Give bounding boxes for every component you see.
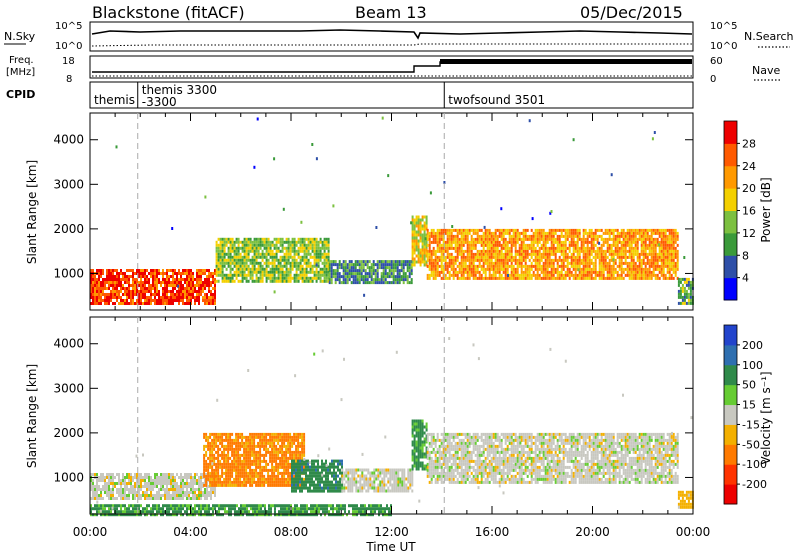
cpid-mode-label: themis <box>94 93 135 107</box>
scatter-echoes <box>115 116 686 297</box>
colorbar-tick-label: -200 <box>742 478 767 491</box>
echo-region <box>328 260 413 285</box>
colorbar-segment <box>724 444 737 465</box>
y-tick-label: 1000 <box>53 266 84 280</box>
y-tick-label: 4000 <box>53 133 84 147</box>
colorbar-segment <box>724 121 737 144</box>
date-label: 05/Dec/2015 <box>580 3 683 22</box>
colorbar-segment <box>724 255 737 279</box>
colorbar-segment <box>724 232 737 256</box>
echo-region <box>411 215 428 267</box>
noise-search-trace <box>91 43 692 47</box>
cpid-mode-label: twofsound 3501 <box>448 93 545 107</box>
colorbar-segment <box>724 188 737 211</box>
power-ylabel: Slant Range [km] <box>25 160 39 264</box>
colorbar-segment <box>724 464 737 485</box>
noise-right-tick-bottom: 10^0 <box>710 41 737 52</box>
velocity-panel: 1000 2000 3000 4000 Slant Range [km] 200 100… <box>25 316 773 517</box>
station-title: Blackstone (fitACF) <box>92 3 245 22</box>
echo-region <box>426 228 679 280</box>
freq-right-tick-top: 60 <box>710 56 723 67</box>
freq-left-tick-top: 18 <box>62 56 75 67</box>
echo-region <box>341 468 414 493</box>
velocity-ylabel: Slant Range [km] <box>25 364 39 468</box>
nave-label: Nave <box>752 64 780 77</box>
scatter-echoes <box>96 337 693 513</box>
colorbar-segment <box>724 404 737 425</box>
colorbar-tick-label: 4 <box>742 272 749 285</box>
x-tick-label: 04:00 <box>173 525 208 539</box>
colorbar-tick-label: 20 <box>742 182 756 195</box>
echo-region <box>215 237 330 283</box>
noise-sky-trace <box>91 29 693 40</box>
colorbar-tick-label: -100 <box>742 458 767 471</box>
colorbar-tick-label: 28 <box>742 137 756 150</box>
x-tick-label: 00:00 <box>73 525 108 539</box>
power-panel: 1000 2000 3000 4000 Slant Range [km] 4 8 12 16… <box>25 112 773 311</box>
colorbar-segment <box>724 143 737 167</box>
power-colorbar-label: Power [dB] <box>759 177 773 242</box>
colorbar-segment <box>724 364 737 386</box>
cpid-label: CPID <box>6 88 35 101</box>
noise-left-tick-top: 10^5 <box>55 21 82 32</box>
colorbar-tick-label: 16 <box>742 205 756 218</box>
echo-region <box>677 490 694 509</box>
x-tick-label: 08:00 <box>274 525 309 539</box>
x-tick-label: 00:00 <box>676 525 711 539</box>
colorbar-segment <box>724 384 737 406</box>
noise-right-tick-top: 10^5 <box>710 21 737 32</box>
y-tick-label: 2000 <box>53 426 84 440</box>
colorbar-tick-label: 12 <box>742 227 756 240</box>
colorbar-tick-label: -50 <box>742 438 760 451</box>
cpid-panel: CPID themis themis 3300 -3300 twofsound 350… <box>6 81 694 109</box>
colorbar-segment <box>724 424 737 445</box>
colorbar-tick-label: -15 <box>742 418 760 431</box>
colorbar-segment <box>724 344 737 366</box>
freq-left-tick-bottom: 8 <box>66 74 72 85</box>
noise-panel: N.Sky 10^5 10^0 10^5 10^0 N.Search <box>4 21 794 52</box>
noise-left-tick-bottom: 10^0 <box>55 41 82 52</box>
colorbar-tick-label: 50 <box>742 379 756 392</box>
y-tick-label: 3000 <box>53 177 84 191</box>
colorbar-tick-label: 200 <box>742 339 763 352</box>
echo-region <box>90 269 216 305</box>
echo-region <box>203 432 306 487</box>
echo-region <box>90 473 216 500</box>
echo-region <box>411 419 428 471</box>
colorbar-segment <box>724 210 737 234</box>
velocity-colorbar-label: Velocity [m s⁻¹] <box>759 371 773 464</box>
noise-right-label: N.Search <box>744 30 794 43</box>
freq-label-line2: [MHz] <box>6 67 35 78</box>
x-axis-label: Time UT <box>365 540 416 554</box>
freq-label-line1: Freq. <box>9 55 34 66</box>
echo-region <box>291 459 343 493</box>
x-tick-label: 20:00 <box>575 525 610 539</box>
colorbar-segment <box>724 484 737 505</box>
beam-label: Beam 13 <box>355 3 427 22</box>
echo-region <box>677 277 694 305</box>
freq-panel: Freq. [MHz] 18 8 60 0 Nave <box>6 55 782 85</box>
freq-right-tick-bottom: 0 <box>710 74 716 85</box>
colorbar-segment <box>724 165 737 189</box>
noise-left-label: N.Sky <box>4 30 36 43</box>
colorbar-tick-label: 15 <box>742 399 756 412</box>
colorbar-tick-label: 24 <box>742 160 756 173</box>
x-tick-label: 16:00 <box>475 525 510 539</box>
colorbar-segment <box>724 277 737 301</box>
y-tick-label: 2000 <box>53 222 84 236</box>
y-tick-label: 1000 <box>53 470 84 484</box>
colorbar-tick-label: 100 <box>742 359 763 372</box>
cpid-mode-label: themis 3300 -3300 <box>142 83 217 109</box>
y-tick-label: 4000 <box>53 337 84 351</box>
x-tick-label: 12:00 <box>374 525 409 539</box>
y-tick-label: 3000 <box>53 381 84 395</box>
colorbar-segment <box>724 325 737 346</box>
colorbar-tick-label: 8 <box>742 249 749 262</box>
echo-region <box>426 432 679 484</box>
